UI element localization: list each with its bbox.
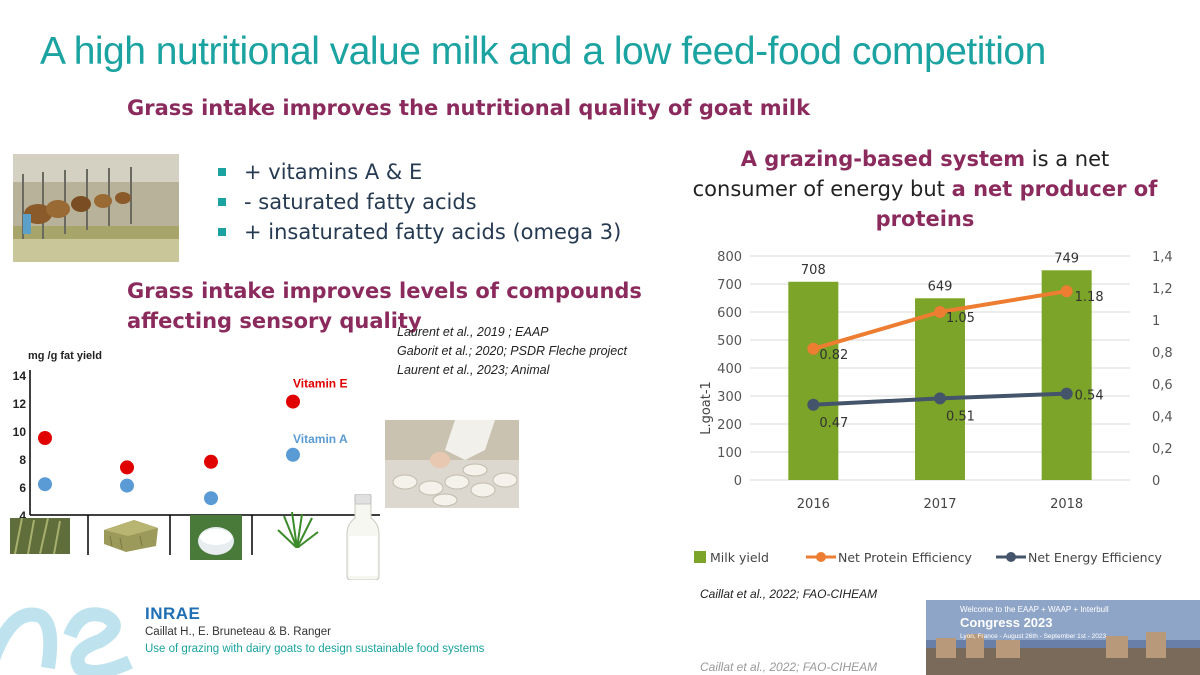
- footer-subtitle: Use of grazing with dairy goats to desig…: [145, 643, 485, 655]
- scatter-point-vitamin-e: [286, 394, 300, 409]
- scatter-y-tick-label: 8: [19, 453, 26, 467]
- right-reference: Caillat et al., 2022; FAO-CIHEAM: [700, 587, 878, 601]
- bar-y2-tick-label: 0,8: [1152, 346, 1173, 361]
- line-point: [807, 342, 820, 355]
- bar-y2-tick-label: 1: [1152, 314, 1160, 329]
- left-references: Laurent et al., 2019 ; EAAP Gaborit et a…: [397, 323, 627, 380]
- scatter-y-tick-label: 14: [13, 369, 27, 383]
- scatter-point-vitamin-e: [38, 431, 52, 445]
- line-point: [1060, 285, 1073, 298]
- bar-x-tick-label: 2017: [923, 497, 956, 512]
- scatter-point-vitamin-e: [204, 454, 218, 469]
- line-data-label: 0.82: [819, 348, 848, 363]
- scatter-point-vitamin-e: [120, 460, 134, 475]
- milk-yield-bar: [1041, 270, 1092, 480]
- bar-y-tick-label: 0: [734, 474, 742, 489]
- inrae-logo-text: INRAE: [145, 604, 201, 623]
- sensory-subheading: Grass intake improves levels of compound…: [127, 279, 642, 333]
- title-middle: is a net consumer of energy but: [692, 147, 1110, 201]
- reference-line: Laurent et al., 2019 ; EAAP: [397, 325, 549, 339]
- bullet-saturated: - saturated fatty acids: [218, 187, 621, 217]
- reference-line: Laurent et al., 2023; Animal: [397, 363, 550, 377]
- bar-y2-tick-label: 0,6: [1152, 378, 1173, 393]
- footer-authors: Caillat H., E. Bruneteau & B. Ranger: [145, 626, 332, 638]
- line-point: [1060, 387, 1073, 400]
- bar-y-tick-label: 600: [717, 306, 742, 321]
- congress-banner-image: Welcome to the EAAP + WAAP + Interbull C…: [926, 600, 1200, 675]
- line-data-label: 1.18: [1075, 290, 1104, 305]
- milk-yield-bar: [788, 281, 839, 480]
- line-point: [934, 392, 946, 405]
- line-data-label: 1.05: [946, 311, 975, 326]
- bar-y2-tick-label: 0,4: [1152, 410, 1173, 425]
- line-point: [807, 398, 820, 411]
- bar-y-tick-label: 400: [717, 362, 742, 377]
- scatter-y-tick-label: 10: [13, 425, 27, 439]
- bar-y-tick-label: 800: [717, 250, 742, 265]
- bar-y2-tick-label: 1,4: [1152, 250, 1173, 265]
- goats-feeding-photo: [13, 154, 179, 262]
- milk-yield-bar: [915, 298, 965, 480]
- bar-data-label: 749: [1054, 251, 1079, 266]
- cheese-making-photo: [385, 420, 519, 508]
- line-data-label: 0.51: [946, 409, 975, 424]
- legend-marker: [1006, 552, 1016, 562]
- legend-label: Net Protein Efficiency: [838, 550, 973, 565]
- legend-label: Net Energy Efficiency: [1028, 550, 1162, 565]
- scatter-point-vitamin-a: [204, 491, 218, 506]
- inrae-logo-mark: [0, 607, 133, 675]
- scatter-point-vitamin-a: [38, 477, 52, 492]
- congress-title-text: Congress 2023: [960, 615, 1053, 630]
- scatter-series-label: Vitamin A: [293, 432, 348, 446]
- milk-bottle-icon: [343, 494, 383, 580]
- milk-yield-bar-chart: 0 100 200 300 400 500 600 700 800 0 0,2 0,4 0,6 0,8 1 1…: [694, 250, 1173, 565]
- bullet-square-icon: [218, 228, 226, 236]
- bar-x-tick-label: 2018: [1050, 497, 1083, 512]
- scatter-y-tick-label: 4: [19, 509, 26, 523]
- bar-y-tick-label: 700: [717, 278, 742, 293]
- legend-label: Milk yield: [710, 550, 769, 565]
- right-chart-title: A grazing-based system is a net consumer…: [690, 144, 1160, 234]
- bar-y2-tick-label: 1,2: [1152, 282, 1173, 297]
- bullet-insaturated: + insaturated fatty acids (omega 3): [218, 217, 621, 247]
- bar-data-label: 649: [928, 279, 953, 294]
- bar-y-tick-label: 500: [717, 334, 742, 349]
- bar-x-tick-label: 2016: [797, 497, 830, 512]
- bar-y-tick-label: 100: [717, 446, 742, 461]
- nutrition-subheading: Grass intake improves the nutritional qu…: [127, 96, 811, 120]
- legend-marker: [816, 552, 826, 562]
- hay-bale-icon: [100, 516, 160, 554]
- bar-y2-tick-label: 0,2: [1152, 442, 1173, 457]
- bar-data-label: 708: [801, 263, 826, 278]
- bullet-square-icon: [218, 168, 226, 176]
- bar-y2-tick-label: 0: [1152, 474, 1160, 489]
- congress-welcome-text: Welcome to the EAAP + WAAP + Interbull: [960, 605, 1109, 614]
- nutrition-bullet-list: + vitamins A & E - saturated fatty acids…: [218, 157, 621, 247]
- bar-y-axis-label: L.goat-1: [699, 381, 714, 435]
- legend-swatch-milk: [694, 551, 706, 563]
- line-data-label: 0.47: [819, 416, 848, 431]
- scatter-y-tick-label: 6: [19, 481, 26, 495]
- fresh-grass-icon: [274, 512, 320, 548]
- wrapped-silage-icon: [190, 515, 242, 560]
- bullet-vitamins: + vitamins A & E: [218, 157, 621, 187]
- maize-silage-icon: [10, 518, 70, 554]
- slide-title: A high nutritional value milk and a low …: [40, 30, 1046, 73]
- bar-y-tick-label: 300: [717, 390, 742, 405]
- title-highlight-1: A grazing-based system: [740, 147, 1026, 171]
- title-highlight-2: a net producer of proteins: [875, 177, 1158, 231]
- scatter-point-vitamin-a: [286, 447, 300, 462]
- bar-y-tick-label: 200: [717, 418, 742, 433]
- scatter-y-tick-label: 12: [13, 397, 27, 411]
- bullet-square-icon: [218, 198, 226, 206]
- reference-line: Gaborit et al.; 2020; PSDR Fleche projec…: [397, 344, 627, 358]
- scatter-y-axis-label: mg /g fat yield: [28, 350, 102, 362]
- line-data-label: 0.54: [1075, 389, 1104, 404]
- scatter-series-label: Vitamin E: [293, 377, 347, 391]
- line-point: [934, 306, 946, 318]
- clipped-reference: Caillat et al., 2022; FAO-CIHEAM: [700, 660, 878, 674]
- congress-dates-text: Lyon, France - August 26th - September 1…: [960, 633, 1106, 640]
- scatter-point-vitamin-a: [120, 478, 134, 493]
